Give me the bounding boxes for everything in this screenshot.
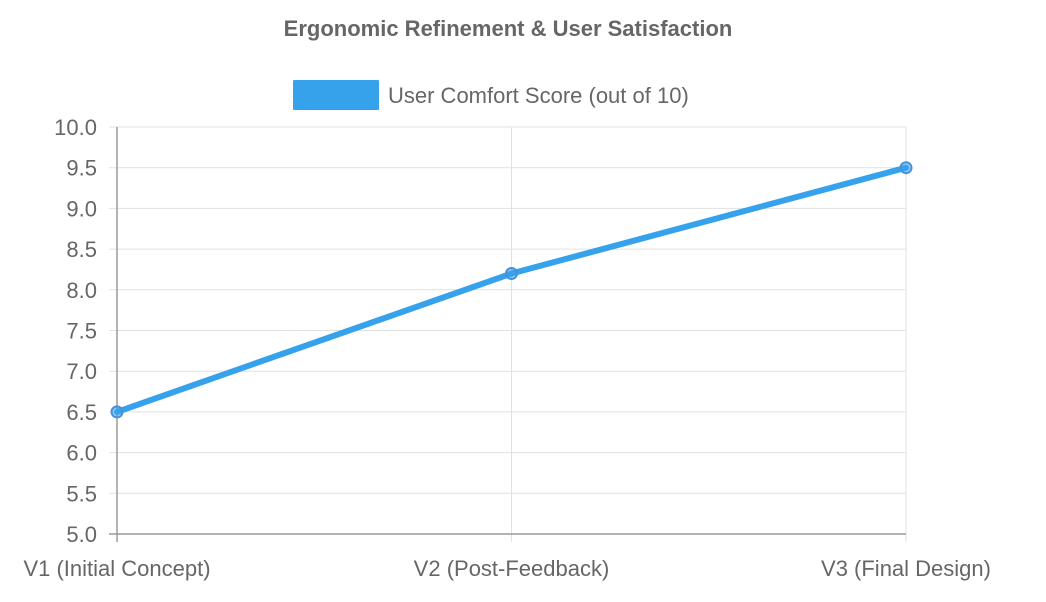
grid [109, 126, 907, 542]
y-tick-label: 9.0 [66, 196, 97, 221]
legend-label: User Comfort Score (out of 10) [388, 83, 689, 108]
y-axis-ticks: 5.0 5.5 6.0 6.5 7.0 7.5 8.0 8.5 9.0 9.5 10.0 [54, 115, 97, 547]
y-tick-label: 8.0 [66, 278, 97, 303]
x-tick-label: V2 (Post-Feedback) [414, 556, 610, 581]
x-tick-label: V1 (Initial Concept) [23, 556, 210, 581]
y-tick-label: 9.5 [66, 156, 97, 181]
y-tick-label: 5.0 [66, 522, 97, 547]
data-point[interactable] [505, 267, 518, 281]
legend[interactable]: User Comfort Score (out of 10) [293, 80, 689, 110]
x-tick-label: V3 (Final Design) [821, 556, 991, 581]
axes [109, 127, 906, 542]
y-tick-label: 7.0 [66, 359, 97, 384]
data-point[interactable] [899, 161, 913, 175]
y-tick-label: 6.0 [66, 441, 97, 466]
y-tick-label: 6.5 [66, 400, 97, 425]
y-tick-label: 5.5 [66, 481, 97, 506]
y-tick-label: 7.5 [66, 319, 97, 344]
y-tick-label: 10.0 [54, 115, 97, 140]
chart-title: Ergonomic Refinement & User Satisfaction [284, 16, 733, 41]
series-layer [110, 161, 913, 419]
legend-swatch [293, 80, 379, 110]
x-axis-ticks: V1 (Initial Concept) V2 (Post-Feedback) V3… [23, 556, 991, 581]
data-point[interactable] [110, 405, 124, 419]
y-tick-label: 8.5 [66, 237, 97, 262]
